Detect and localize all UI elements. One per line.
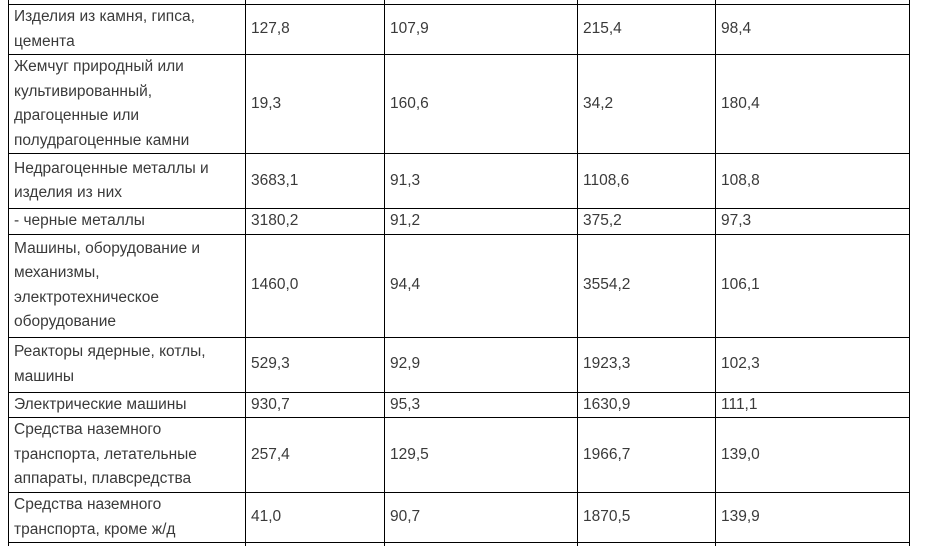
partial-row-top	[8, 0, 910, 5]
value-cell: 139,9	[715, 492, 910, 543]
value-cell: 3683,1	[245, 153, 385, 209]
value-cell: 930,7	[245, 391, 385, 418]
category-cell: - черные металлы	[8, 208, 246, 235]
category-cell: Машины, оборудование и механизмы, электр…	[8, 233, 246, 338]
value-cell: 41,0	[245, 492, 385, 543]
category-cell: Электрические машины	[8, 391, 246, 418]
value-cell: 215,4	[577, 4, 716, 55]
value-cell: 108,8	[715, 153, 910, 209]
value-cell: 1108,6	[577, 153, 716, 209]
partial-cell	[8, 542, 246, 546]
table-row: Реакторы ядерные, котлы, машины 529,3 92,9…	[8, 336, 910, 393]
value-cell: 180,4	[715, 54, 910, 154]
value-cell: 1630,9	[577, 391, 716, 418]
value-cell: 529,3	[245, 336, 385, 393]
value-cell: 107,9	[384, 4, 578, 55]
trade-statistics-table: Изделия из камня, гипса, цемента 127,8 107…	[8, 0, 910, 546]
category-cell: Средства наземного транспорта, летательн…	[8, 417, 246, 493]
category-cell: Изделия из камня, гипса, цемента	[8, 4, 246, 55]
partial-row-bottom	[8, 542, 910, 546]
value-cell: 106,1	[715, 233, 910, 338]
table-row: Недрагоценные металлы и изделия из них 36…	[8, 153, 910, 209]
partial-cell	[715, 542, 910, 546]
value-cell: 257,4	[245, 417, 385, 493]
value-cell: 95,3	[384, 391, 578, 418]
value-cell: 127,8	[245, 4, 385, 55]
table-row: Средства наземного транспорта, летательн…	[8, 417, 910, 493]
value-cell: 3554,2	[577, 233, 716, 338]
value-cell: 92,9	[384, 336, 578, 393]
table-row: Электрические машины 930,7 95,3 1630,9 111,1	[8, 391, 910, 418]
value-cell: 3180,2	[245, 208, 385, 235]
partial-cell	[245, 542, 385, 546]
value-cell: 34,2	[577, 54, 716, 154]
partial-cell	[577, 542, 716, 546]
value-cell: 102,3	[715, 336, 910, 393]
category-cell: Жемчуг природный или культивированный, д…	[8, 54, 246, 154]
table-row: Средства наземного транспорта, кроме ж/д…	[8, 492, 910, 543]
value-cell: 139,0	[715, 417, 910, 493]
table-row: Жемчуг природный или культивированный, д…	[8, 54, 910, 154]
value-cell: 1460,0	[245, 233, 385, 338]
value-cell: 90,7	[384, 492, 578, 543]
value-cell: 1923,3	[577, 336, 716, 393]
value-cell: 98,4	[715, 4, 910, 55]
table-row: Изделия из камня, гипса, цемента 127,8 107…	[8, 4, 910, 55]
partial-cell	[384, 542, 578, 546]
table-row: Машины, оборудование и механизмы, электр…	[8, 233, 910, 338]
value-cell: 97,3	[715, 208, 910, 235]
value-cell: 94,4	[384, 233, 578, 338]
value-cell: 91,3	[384, 153, 578, 209]
value-cell: 19,3	[245, 54, 385, 154]
table-row: - черные металлы 3180,2 91,2 375,2 97,3	[8, 208, 910, 235]
category-cell: Недрагоценные металлы и изделия из них	[8, 153, 246, 209]
category-cell: Реакторы ядерные, котлы, машины	[8, 336, 246, 393]
value-cell: 111,1	[715, 391, 910, 418]
value-cell: 1870,5	[577, 492, 716, 543]
table-body: Изделия из камня, гипса, цемента 127,8 107…	[8, 0, 910, 546]
value-cell: 375,2	[577, 208, 716, 235]
category-cell: Средства наземного транспорта, кроме ж/д	[8, 492, 246, 543]
value-cell: 1966,7	[577, 417, 716, 493]
value-cell: 91,2	[384, 208, 578, 235]
value-cell: 160,6	[384, 54, 578, 154]
value-cell: 129,5	[384, 417, 578, 493]
